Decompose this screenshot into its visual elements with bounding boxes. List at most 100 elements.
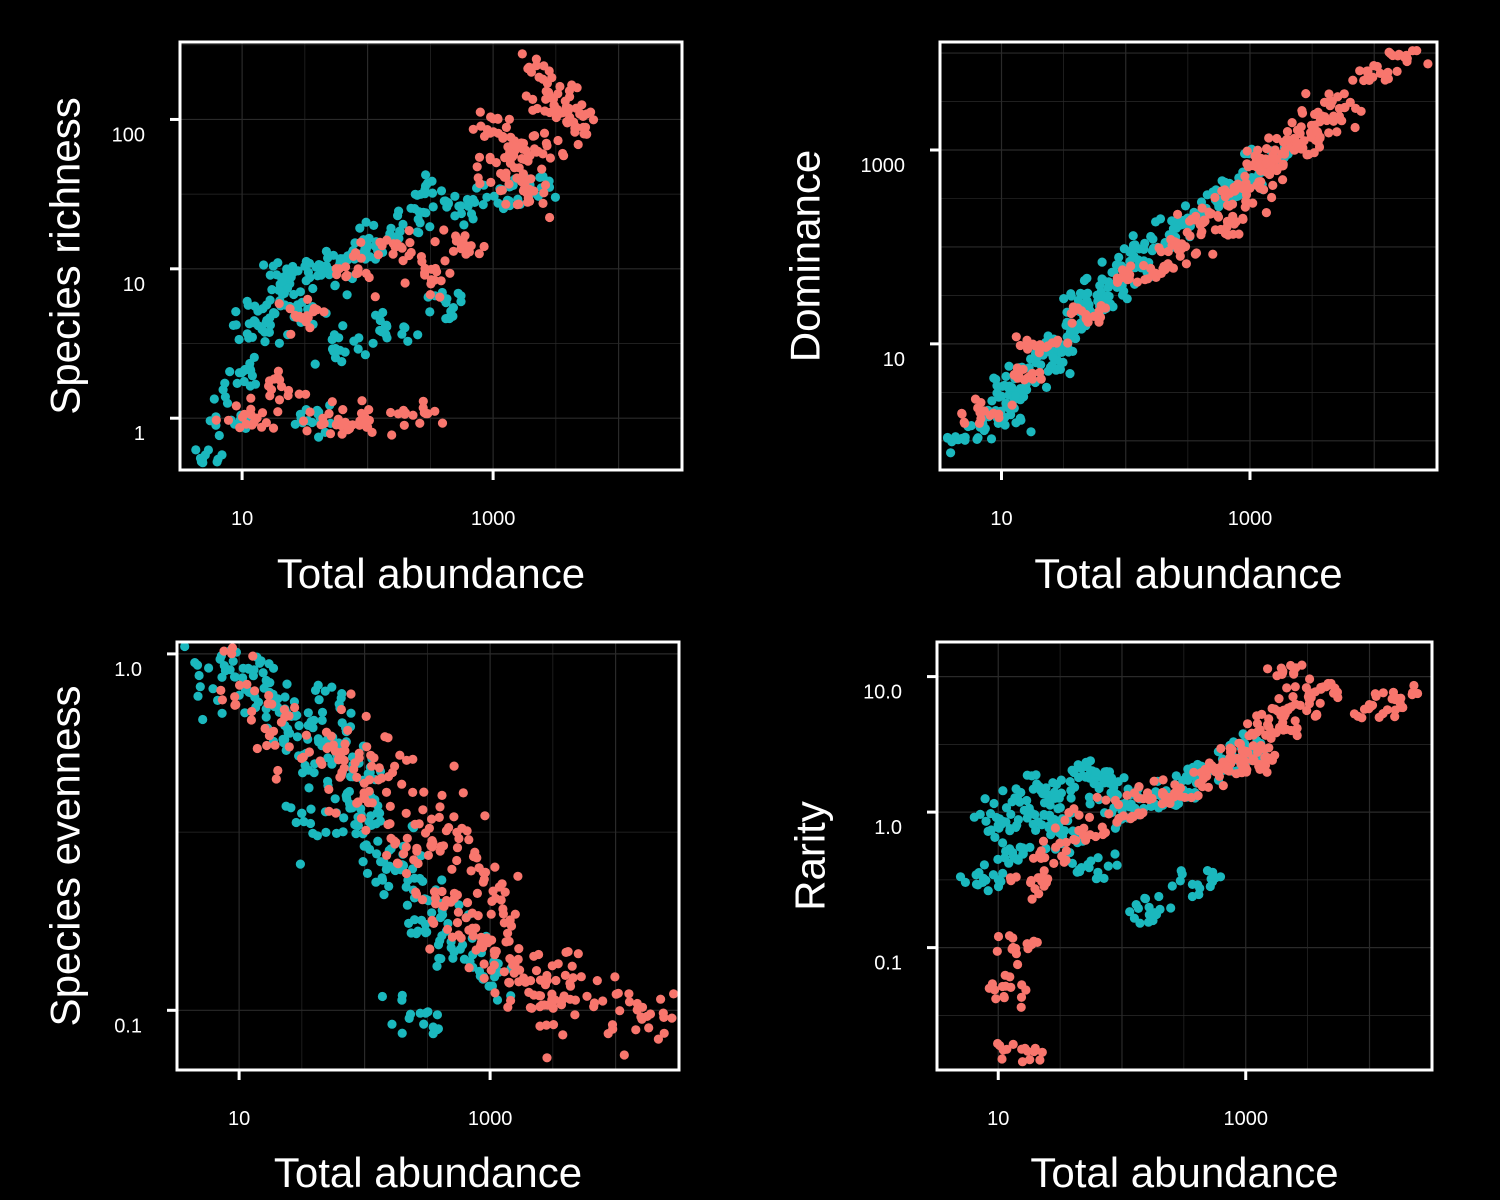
data-point <box>294 389 304 399</box>
data-point <box>1324 89 1334 99</box>
data-point <box>996 391 1007 401</box>
data-point <box>393 211 403 221</box>
data-point <box>340 417 350 427</box>
data-point <box>280 692 290 702</box>
data-point <box>1063 347 1074 357</box>
data-point <box>1276 707 1286 717</box>
data-point <box>1101 774 1111 784</box>
data-point <box>572 83 582 93</box>
data-point <box>505 954 515 964</box>
data-point <box>340 746 350 756</box>
data-point <box>1015 413 1025 423</box>
data-point <box>453 288 463 298</box>
data-point <box>1019 805 1029 816</box>
data-point <box>1261 208 1271 218</box>
data-point <box>501 937 511 947</box>
data-point <box>994 413 1004 423</box>
data-point <box>1356 106 1366 116</box>
data-point <box>437 931 447 941</box>
data-point <box>1041 382 1052 392</box>
data-point <box>209 394 219 404</box>
data-point <box>436 276 446 286</box>
data-point <box>1118 290 1128 300</box>
data-point <box>1070 782 1080 792</box>
data-point <box>1167 216 1177 226</box>
y-axis-title: Species richness <box>42 97 89 414</box>
data-point <box>412 227 422 237</box>
data-point <box>353 344 363 354</box>
data-point <box>1281 724 1291 735</box>
data-point <box>419 787 429 797</box>
data-point <box>340 739 350 749</box>
data-point <box>274 299 284 309</box>
data-point <box>470 847 480 857</box>
data-point <box>406 247 416 258</box>
data-point <box>1011 784 1021 794</box>
data-point <box>1016 992 1027 1002</box>
data-point <box>404 226 414 236</box>
data-point <box>243 300 253 310</box>
data-point <box>501 199 511 209</box>
data-point <box>290 419 300 429</box>
data-point <box>451 231 461 241</box>
data-point <box>461 249 471 259</box>
data-point <box>1073 295 1083 305</box>
data-point <box>449 812 459 822</box>
data-point <box>1031 825 1041 836</box>
data-point <box>603 1029 613 1039</box>
data-point <box>1027 771 1037 781</box>
data-point <box>1241 196 1251 206</box>
data-point <box>1238 184 1248 194</box>
data-point <box>1007 797 1017 807</box>
data-point <box>1130 240 1140 250</box>
data-point <box>942 432 953 443</box>
data-point <box>1110 849 1120 859</box>
data-point <box>355 223 365 233</box>
data-point <box>379 890 389 900</box>
data-point <box>356 813 366 823</box>
data-point <box>1030 810 1040 820</box>
data-point <box>270 740 280 750</box>
data-point <box>295 287 305 297</box>
data-point <box>1260 760 1271 771</box>
x-axis-title: Total abundance <box>1034 550 1342 597</box>
data-point <box>1173 209 1183 219</box>
panel-2: 10 1000 10 1000 Total abundance Dominance <box>782 40 1439 597</box>
data-point <box>1302 705 1312 716</box>
data-point <box>565 92 575 102</box>
data-point <box>1158 775 1168 785</box>
data-point <box>273 258 283 268</box>
data-point <box>342 788 352 798</box>
data-point <box>1202 190 1212 200</box>
data-point <box>1082 311 1092 322</box>
data-point <box>1254 761 1264 771</box>
data-point <box>269 308 279 318</box>
data-point <box>401 868 412 879</box>
data-point <box>1181 259 1191 269</box>
data-point <box>367 761 377 771</box>
data-point <box>427 814 437 824</box>
data-point <box>441 298 451 308</box>
data-point <box>535 991 546 1001</box>
data-point <box>428 1022 438 1032</box>
data-point <box>1063 338 1073 348</box>
data-point <box>1223 218 1233 228</box>
data-point <box>1140 238 1150 248</box>
data-point <box>421 170 431 180</box>
data-point <box>1084 863 1094 873</box>
data-point <box>426 275 436 285</box>
data-point <box>439 225 449 235</box>
data-point <box>1085 756 1095 766</box>
data-point <box>1175 251 1185 261</box>
data-point <box>531 54 542 64</box>
data-point <box>506 132 516 142</box>
data-point <box>434 953 444 963</box>
data-point <box>442 924 453 935</box>
data-point <box>310 685 321 696</box>
data-point <box>364 817 374 827</box>
data-point <box>1305 674 1315 684</box>
data-point <box>427 188 438 198</box>
data-point <box>667 1013 677 1023</box>
data-point <box>431 899 441 909</box>
data-point <box>1180 201 1191 211</box>
